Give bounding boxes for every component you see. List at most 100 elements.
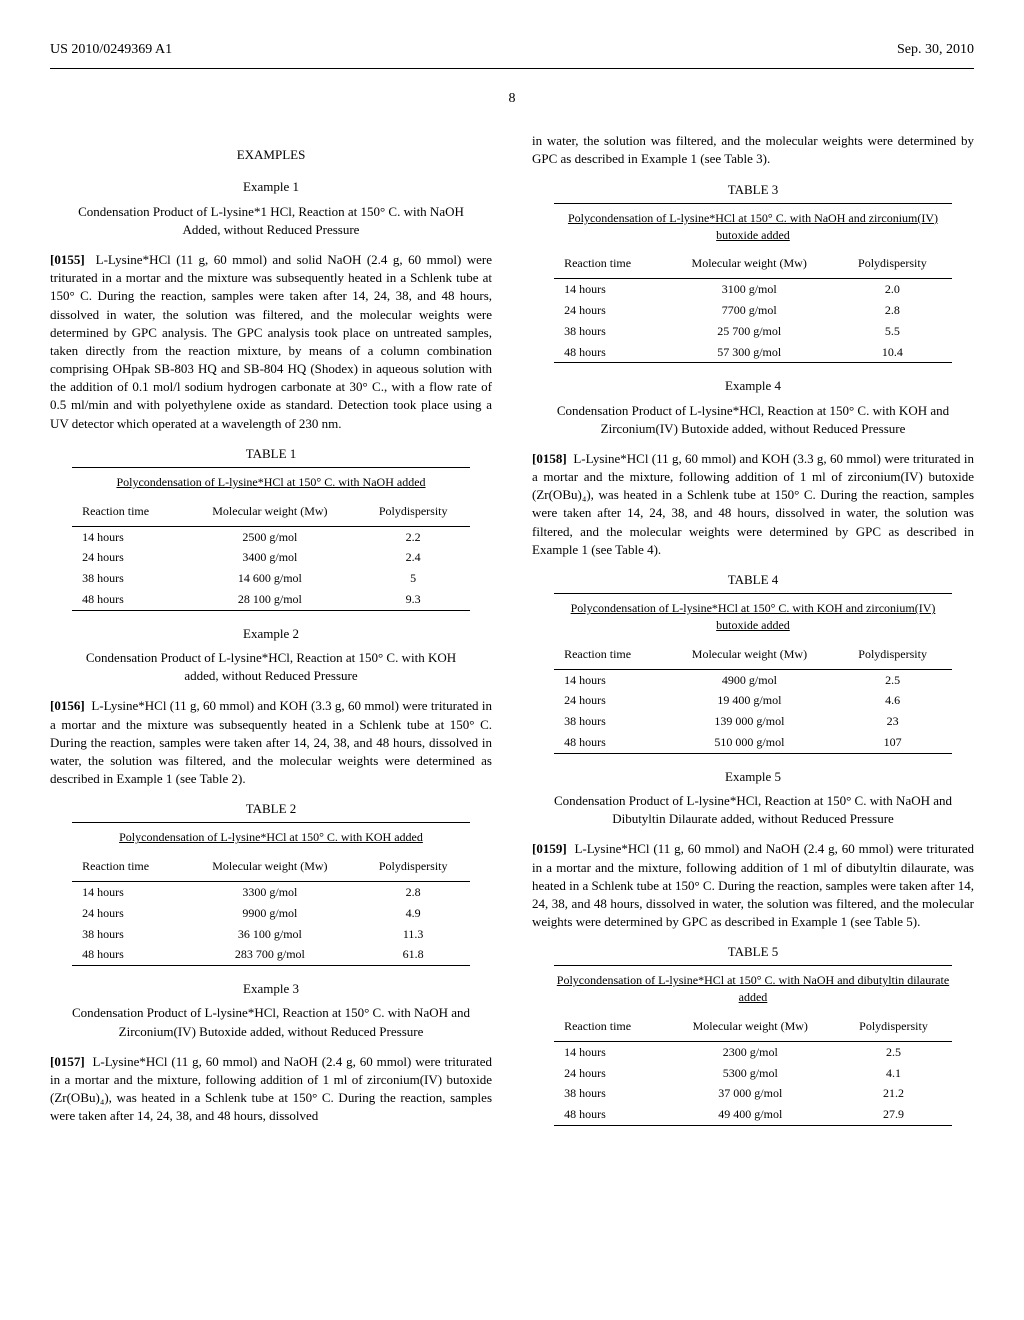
example-1-title: Condensation Product of L-lysine*1 HCl, … (50, 203, 492, 239)
table-5-col-2: Polydispersity (835, 1012, 952, 1041)
table-cell: 38 hours (72, 568, 183, 589)
table-cell: 7700 g/mol (666, 300, 833, 321)
left-column: EXAMPLES Example 1 Condensation Product … (50, 132, 492, 1135)
table-5-caption: Polycondensation of L-lysine*HCl at 150°… (557, 973, 949, 1004)
para-num-0156: [0156] (50, 698, 85, 713)
table-cell: 14 hours (554, 1041, 665, 1062)
table-cell: 25 700 g/mol (666, 321, 833, 342)
table-cell: 57 300 g/mol (666, 342, 833, 363)
example-2-number: Example 2 (50, 625, 492, 643)
table-2-col-0: Reaction time (72, 852, 183, 881)
table-3-caption: Polycondensation of L-lysine*HCl at 150°… (568, 211, 938, 242)
paragraph-0157: [0157] L-Lysine*HCl (11 g, 60 mmol) and … (50, 1053, 492, 1126)
table-2-label: TABLE 2 (50, 800, 492, 818)
table-cell: 4.6 (833, 690, 952, 711)
table-cell: 38 hours (554, 711, 665, 732)
table-cell: 2.5 (835, 1041, 952, 1062)
table-3-col-0: Reaction time (554, 249, 665, 278)
table-5-col-0: Reaction time (554, 1012, 665, 1041)
table-2-col-1: Molecular weight (Mw) (183, 852, 356, 881)
example-4-number: Example 4 (532, 377, 974, 395)
table-4: Polycondensation of L-lysine*HCl at 150°… (554, 593, 952, 754)
table-cell: 19 400 g/mol (666, 690, 834, 711)
table-cell: 21.2 (835, 1083, 952, 1104)
example-3-number: Example 3 (50, 980, 492, 998)
table-3-label: TABLE 3 (532, 181, 974, 199)
table-cell: 510 000 g/mol (666, 732, 834, 753)
table-cell: 37 000 g/mol (665, 1083, 835, 1104)
table-cell: 139 000 g/mol (666, 711, 834, 732)
paragraph-0158: [0158] L-Lysine*HCl (11 g, 60 mmol) and … (532, 450, 974, 559)
table-cell: 10.4 (833, 342, 952, 363)
table-4-col-0: Reaction time (554, 640, 665, 669)
para-num-0159: [0159] (532, 841, 567, 856)
table-cell: 24 hours (554, 300, 665, 321)
table-cell: 2.2 (356, 526, 469, 547)
table-cell: 24 hours (554, 1063, 665, 1084)
table-cell: 38 hours (72, 924, 183, 945)
para-text-0155: L-Lysine*HCl (11 g, 60 mmol) and solid N… (50, 252, 492, 431)
para-num-0155: [0155] (50, 252, 85, 267)
examples-heading: EXAMPLES (50, 146, 492, 164)
paragraph-0155: [0155] L-Lysine*HCl (11 g, 60 mmol) and … (50, 251, 492, 433)
table-cell: 9.3 (356, 589, 469, 610)
table-cell: 48 hours (554, 732, 665, 753)
table-cell: 14 hours (554, 279, 665, 300)
table-cell: 48 hours (554, 342, 665, 363)
table-1-col-2: Polydispersity (356, 497, 469, 526)
table-4-label: TABLE 4 (532, 571, 974, 589)
table-cell: 14 hours (72, 526, 183, 547)
para-text-0157: L-Lysine*HCl (11 g, 60 mmol) and NaOH (2… (50, 1054, 492, 1124)
page-number: 8 (50, 89, 974, 109)
example-3-title: Condensation Product of L-lysine*HCl, Re… (50, 1004, 492, 1040)
publication-date: Sep. 30, 2010 (897, 40, 974, 60)
paragraph-0157-cont: in water, the solution was filtered, and… (532, 132, 974, 168)
table-cell: 4.9 (356, 903, 469, 924)
table-cell: 2.5 (833, 669, 952, 690)
table-cell: 5300 g/mol (665, 1063, 835, 1084)
table-cell: 9900 g/mol (183, 903, 356, 924)
table-cell: 2.4 (356, 547, 469, 568)
table-cell: 2.8 (833, 300, 952, 321)
table-4-col-2: Polydispersity (833, 640, 952, 669)
table-cell: 38 hours (554, 321, 665, 342)
table-cell: 5 (356, 568, 469, 589)
example-4-title: Condensation Product of L-lysine*HCl, Re… (532, 402, 974, 438)
table-cell: 48 hours (554, 1104, 665, 1125)
table-cell: 2.8 (356, 882, 469, 903)
two-column-layout: EXAMPLES Example 1 Condensation Product … (50, 132, 974, 1135)
table-3: Polycondensation of L-lysine*HCl at 150°… (554, 203, 952, 364)
table-cell: 24 hours (72, 547, 183, 568)
table-cell: 2300 g/mol (665, 1041, 835, 1062)
table-3-col-1: Molecular weight (Mw) (666, 249, 833, 278)
table-cell: 2.0 (833, 279, 952, 300)
example-2-title: Condensation Product of L-lysine*HCl, Re… (50, 649, 492, 685)
table-cell: 3300 g/mol (183, 882, 356, 903)
table-cell: 49 400 g/mol (665, 1104, 835, 1125)
table-cell: 2500 g/mol (183, 526, 356, 547)
example-5-title: Condensation Product of L-lysine*HCl, Re… (532, 792, 974, 828)
table-cell: 24 hours (554, 690, 665, 711)
example-1-number: Example 1 (50, 178, 492, 196)
table-4-col-1: Molecular weight (Mw) (666, 640, 834, 669)
header-rule (50, 68, 974, 69)
paragraph-0159: [0159] L-Lysine*HCl (11 g, 60 mmol) and … (532, 840, 974, 931)
table-2-caption: Polycondensation of L-lysine*HCl at 150°… (119, 830, 423, 844)
table-cell: 5.5 (833, 321, 952, 342)
table-5-label: TABLE 5 (532, 943, 974, 961)
table-cell: 61.8 (356, 944, 469, 965)
right-column: in water, the solution was filtered, and… (532, 132, 974, 1135)
paragraph-0156: [0156] L-Lysine*HCl (11 g, 60 mmol) and … (50, 697, 492, 788)
table-cell: 107 (833, 732, 952, 753)
para-text-0159: L-Lysine*HCl (11 g, 60 mmol) and NaOH (2… (532, 841, 974, 929)
table-1-label: TABLE 1 (50, 445, 492, 463)
table-cell: 24 hours (72, 903, 183, 924)
table-2: Polycondensation of L-lysine*HCl at 150°… (72, 822, 470, 966)
table-5-col-1: Molecular weight (Mw) (665, 1012, 835, 1041)
table-1: Polycondensation of L-lysine*HCl at 150°… (72, 467, 470, 611)
table-cell: 38 hours (554, 1083, 665, 1104)
para-text-0158: L-Lysine*HCl (11 g, 60 mmol) and KOH (3.… (532, 451, 974, 557)
table-4-caption: Polycondensation of L-lysine*HCl at 150°… (571, 601, 936, 632)
table-cell: 27.9 (835, 1104, 952, 1125)
table-cell: 283 700 g/mol (183, 944, 356, 965)
